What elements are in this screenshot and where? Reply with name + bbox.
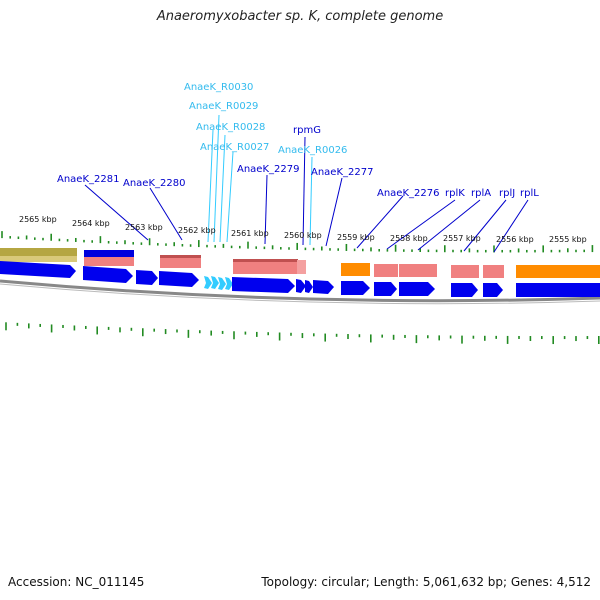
gene-label-rplA[interactable]: rplA [471,188,491,199]
gene-arrow[interactable] [374,282,397,296]
leader-line-cds [149,187,183,241]
feature-pink-top [160,255,201,258]
scale-label: 2561 kbp [231,229,269,238]
feature-pink[interactable] [374,264,398,277]
leader-line-cds [493,199,529,253]
genome-title: Anaeromyxobacter sp. K, complete genome [156,9,444,24]
feature-pink[interactable] [451,265,479,278]
topology-text: Topology: circular; Length: 5,061,632 bp… [261,575,591,589]
gene-arrow[interactable] [451,283,478,297]
accession-text: Accession: NC_011145 [8,575,145,589]
scale-label: 2560 kbp [284,231,322,240]
feature-pink-light[interactable] [297,260,306,274]
gene-arrow[interactable] [0,261,76,278]
feature-pink[interactable] [399,264,437,277]
leader-line-cds [356,195,404,249]
feature-olive-shade [0,256,77,262]
label-leader-lines [84,114,529,253]
feature-pink[interactable] [483,265,504,278]
gene-labels: AnaeK_R0030 AnaeK_R0029 AnaeK_R0028 Anae… [57,82,539,199]
feature-orange[interactable] [341,263,370,276]
leader-line-rna [226,151,234,243]
gene-arrow[interactable] [483,283,503,297]
gene-block[interactable] [516,283,600,297]
scale-label: 2555 kbp [549,235,587,244]
gene-label-AnaeK_R0028[interactable]: AnaeK_R0028 [196,122,265,133]
feature-pink-top [233,259,298,262]
scale-label: 2558 kbp [390,234,428,243]
leader-line-cds [264,174,268,245]
gene-track [0,261,600,297]
gene-label-AnaeK_2277[interactable]: AnaeK_2277 [311,167,373,178]
rna-arrow[interactable] [225,277,233,290]
gene-arrow[interactable] [399,282,435,296]
gene-label-AnaeK_2279[interactable]: AnaeK_2279 [237,164,299,175]
gene-label-rplL[interactable]: rplL [520,188,539,199]
gene-arrow[interactable] [296,279,306,293]
gene-label-AnaeK_2281[interactable]: AnaeK_2281 [57,174,119,185]
gene-arrow[interactable] [313,280,334,294]
feature-pink[interactable] [233,259,298,274]
rna-arrow[interactable] [218,277,226,290]
scale-label: 2557 kbp [443,234,481,243]
feature-blue-block[interactable] [84,250,134,258]
feature-pink[interactable] [160,255,201,268]
gene-label-AnaeK_2280[interactable]: AnaeK_2280 [123,178,185,189]
feature-pink[interactable] [84,257,134,266]
gene-label-AnaeK_R0027[interactable]: AnaeK_R0027 [200,142,269,153]
scale-label: 2565 kbp [19,215,57,224]
rna-arrow[interactable] [204,276,212,289]
rna-arrow[interactable] [211,276,219,289]
scale-label: 2564 kbp [72,219,110,228]
gene-label-AnaeK_R0030[interactable]: AnaeK_R0030 [184,82,253,93]
scale-labels: 2565 kbp 2564 kbp 2563 kbp 2562 kbp 2561… [19,215,587,244]
gene-label-rplJ[interactable]: rplJ [499,188,515,199]
leader-line-rna [219,134,226,243]
leader-line-cds [417,199,481,251]
gene-arrow[interactable] [341,281,370,295]
gene-label-rplK[interactable]: rplK [445,188,465,199]
leader-line-rna [309,156,313,246]
gene-label-AnaeK_R0026[interactable]: AnaeK_R0026 [278,145,347,156]
gene-label-rpmG[interactable]: rpmG [293,125,321,136]
leader-line-cds [325,177,343,247]
scale-label: 2559 kbp [337,233,375,242]
leader-line-cds [386,199,456,250]
scale-label: 2556 kbp [496,235,534,244]
feature-track-upper [0,248,600,278]
leader-line-rna [207,129,214,243]
scale-label: 2563 kbp [125,223,163,232]
gene-arrow[interactable] [305,280,313,293]
feature-orange[interactable] [516,265,600,278]
gc-ticks-bottom [5,322,600,345]
gene-arrow[interactable] [136,270,158,285]
leader-line-cds [84,184,149,241]
gc-ticks-top [1,231,594,253]
gene-arrow[interactable] [83,266,133,283]
gene-arrow[interactable] [232,277,295,293]
leader-line-cds [463,199,507,252]
gene-label-AnaeK_2276[interactable]: AnaeK_2276 [377,188,439,199]
genome-backbone [0,279,600,303]
leader-line-cds [302,136,306,246]
gene-label-AnaeK_R0029[interactable]: AnaeK_R0029 [189,101,258,112]
leader-line-rna [213,114,220,243]
genome-backbone-shadow [0,283,600,305]
gene-arrow[interactable] [159,271,199,287]
scale-label: 2562 kbp [178,226,216,235]
